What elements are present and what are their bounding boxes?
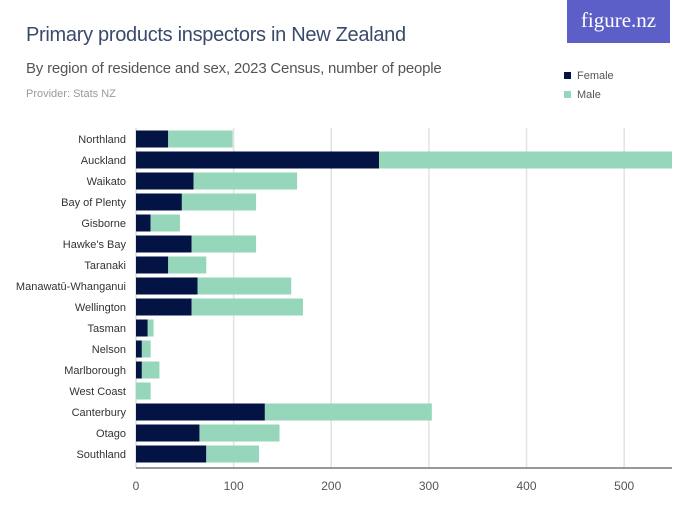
bar-male-auckland: [379, 151, 672, 169]
category-label: Waikato: [87, 176, 126, 188]
legend-label-male: Male: [577, 88, 601, 101]
x-tick-label: 500: [614, 479, 634, 493]
figure-nz-logo[interactable]: figure.nz: [567, 0, 670, 43]
bar-male-otago: [199, 424, 280, 442]
category-label: Marlborough: [64, 365, 126, 377]
chart-subtitle: By region of residence and sex, 2023 Cen…: [26, 60, 442, 77]
x-tick-label: 0: [133, 479, 140, 493]
bar-male-northland: [168, 130, 233, 148]
bar-male-waikato: [193, 172, 298, 190]
bar-male-tasman: [147, 319, 154, 337]
legend-item-female: Female: [564, 66, 614, 85]
bar-female-auckland: [136, 151, 380, 169]
category-label: Wellington: [75, 302, 126, 314]
category-label: Canterbury: [72, 407, 127, 419]
bar-female-taranaki: [136, 256, 169, 274]
category-label: Nelson: [92, 344, 126, 356]
x-tick-label: 400: [517, 479, 537, 493]
bar-female-otago: [136, 424, 200, 442]
bar-male-bay-of-plenty: [181, 193, 257, 211]
category-label: Bay of Plenty: [61, 197, 126, 209]
legend: Female Male: [564, 66, 614, 104]
provider-text: Provider: Stats NZ: [26, 88, 116, 100]
legend-label-female: Female: [577, 69, 614, 82]
bar-female-tasman: [136, 319, 148, 337]
bar-male-canterbury: [264, 403, 432, 421]
bar-female-marlborough: [136, 361, 142, 379]
bar-female-canterbury: [136, 403, 265, 421]
category-label: Manawatū-Whanganui: [16, 281, 126, 293]
category-label: Auckland: [81, 155, 126, 167]
category-label: Hawke's Bay: [63, 239, 127, 251]
x-tick-label: 300: [419, 479, 439, 493]
chart-title: Primary products inspectors in New Zeala…: [26, 24, 406, 46]
category-label: West Coast: [69, 386, 126, 398]
bar-male-west-coast: [136, 382, 151, 400]
bar-female-northland: [136, 130, 169, 148]
x-tick-label: 200: [321, 479, 341, 493]
legend-swatch-male: [564, 91, 571, 98]
legend-swatch-female: [564, 72, 571, 79]
category-label: Taranaki: [84, 260, 126, 272]
bar-female-hawke-s-bay: [136, 235, 192, 253]
category-label: Northland: [78, 134, 126, 146]
bar-female-wellington: [136, 298, 192, 316]
bar-male-hawke-s-bay: [191, 235, 257, 253]
bar-male-marlborough: [141, 361, 160, 379]
bar-male-wellington: [191, 298, 303, 316]
legend-item-male: Male: [564, 85, 614, 104]
x-tick-label: 100: [224, 479, 244, 493]
bar-male-southland: [206, 445, 260, 463]
bar-female-waikato: [136, 172, 194, 190]
bar-female-gisborne: [136, 214, 151, 232]
category-label: Southland: [76, 449, 126, 461]
bar-male-taranaki: [168, 256, 207, 274]
bar-female-nelson: [136, 340, 142, 358]
category-label: Otago: [96, 428, 126, 440]
category-label: Tasman: [87, 323, 126, 335]
category-label: Gisborne: [81, 218, 126, 230]
bar-female-southland: [136, 445, 207, 463]
bar-male-gisborne: [150, 214, 180, 232]
bar-female-manawat-whanganui: [136, 277, 198, 295]
bar-male-manawat-whanganui: [197, 277, 292, 295]
bar-female-bay-of-plenty: [136, 193, 182, 211]
bar-male-nelson: [141, 340, 151, 358]
